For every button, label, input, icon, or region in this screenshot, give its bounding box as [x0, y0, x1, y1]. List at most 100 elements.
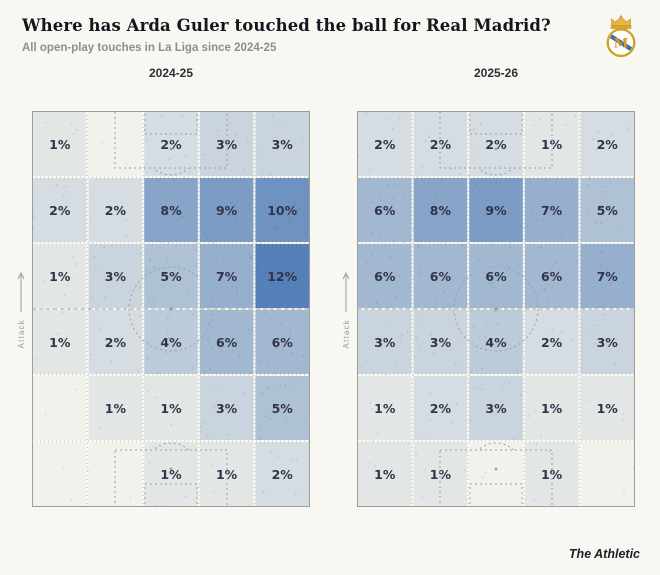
heatmap-cell: 3% — [198, 111, 255, 177]
heatmap-cell: 6% — [357, 177, 413, 243]
cell-value: 1% — [104, 400, 126, 416]
svg-text:M: M — [614, 36, 629, 51]
cell-value: 6% — [215, 334, 238, 350]
page-title: Where has Arda Guler touched the ball fo… — [22, 16, 551, 35]
heatmap-cell: 2% — [579, 111, 635, 177]
cell-value: 1% — [429, 466, 451, 482]
cell-value: 6% — [485, 268, 507, 284]
heatmap-cell: 3% — [468, 375, 524, 441]
cell-value: 2% — [160, 136, 182, 152]
heatmap-cell: 6% — [254, 309, 310, 375]
heatmap-cell: 6% — [523, 243, 580, 309]
heatmap-cell: 5% — [254, 375, 310, 441]
heatmap-cell: 3% — [198, 375, 255, 441]
cell-value: 3% — [485, 400, 507, 416]
cell-value: 2% — [49, 202, 71, 218]
cell-value: 1% — [374, 466, 396, 482]
heatmap-cell — [32, 375, 88, 441]
cell-value: 6% — [429, 268, 451, 284]
heatmap-cell: 7% — [579, 243, 635, 309]
cell-value: 7% — [540, 202, 563, 218]
cell-value: 2% — [429, 400, 451, 416]
heatmap-cell: 2% — [357, 111, 413, 177]
heatmap-cell: 3% — [579, 309, 635, 375]
athletic-logo: The Athletic — [568, 547, 640, 561]
attack-arrow-icon — [342, 271, 350, 312]
attack-arrow-icon — [17, 271, 25, 312]
heatmap-cell: 6% — [357, 243, 413, 309]
cell-value: 6% — [374, 202, 396, 218]
cell-value: 6% — [374, 268, 396, 284]
heatmap-cell: 2% — [412, 111, 469, 177]
heatmap-cell: 1% — [143, 441, 199, 507]
cell-value: 1% — [49, 334, 71, 350]
heatmap-cell: 1% — [579, 375, 635, 441]
cell-value: 7% — [215, 268, 238, 284]
heatmap-cell: 1% — [412, 441, 469, 507]
cell-value: 2% — [596, 136, 618, 152]
cell-value: 1% — [374, 400, 396, 416]
cell-value: 4% — [485, 334, 507, 350]
heatmap-cell: 1% — [32, 243, 88, 309]
heatmap-cell: 1% — [143, 375, 199, 441]
cell-value: 1% — [540, 400, 563, 416]
cell-value: 1% — [160, 400, 182, 416]
heatmap-cell: 8% — [143, 177, 199, 243]
cell-value: 5% — [596, 202, 618, 218]
heatmap-cell: 10% — [254, 177, 310, 243]
cell-value: 9% — [485, 202, 507, 218]
cell-value: 2% — [104, 202, 126, 218]
cell-value: 2% — [374, 136, 396, 152]
cell-value: 5% — [271, 400, 293, 416]
cell-value: 2% — [104, 334, 126, 350]
cell-value: 1% — [540, 466, 563, 482]
heatmap-cell: 5% — [143, 243, 199, 309]
heatmap-cell: 2% — [143, 111, 199, 177]
cell-value: 8% — [429, 202, 451, 218]
cell-value: 3% — [104, 268, 126, 284]
heatmap-cell: 2% — [87, 309, 144, 375]
heatmap-cell: 4% — [143, 309, 199, 375]
cell-value: 6% — [540, 268, 563, 284]
real-madrid-crest-icon: M — [602, 13, 640, 59]
heatmap-cell — [87, 111, 144, 177]
heatmap-cell: 6% — [412, 243, 469, 309]
cell-value: 4% — [160, 334, 182, 350]
cell-value: 1% — [215, 466, 238, 482]
heatmap-cell: 1% — [523, 375, 580, 441]
attack-axis: Attack — [10, 111, 32, 507]
cell-value: 8% — [160, 202, 182, 218]
season-label-2025-26: 2025-26 — [473, 66, 519, 80]
cell-value: 2% — [485, 136, 507, 152]
heatmap-cell: 2% — [32, 177, 88, 243]
cell-value: 3% — [374, 334, 396, 350]
heatmap-cell: 2% — [87, 177, 144, 243]
attack-axis-label: Attack — [16, 318, 26, 349]
cell-value: 6% — [271, 334, 293, 350]
heatmap-cell: 2% — [468, 111, 524, 177]
heatmap-cell: 9% — [198, 177, 255, 243]
heatmap-grid: 2% 2% 2% 1% 2% 6% 8% 9% 7% 5% 6% 6% 6% 6% 7% 3% 3% 4% 2% 3%… — [357, 111, 635, 507]
heatmap-cell: 1% — [357, 441, 413, 507]
heatmap-cell: 5% — [579, 177, 635, 243]
heatmap-cell: 3% — [87, 243, 144, 309]
heatmap-cell: 1% — [198, 441, 255, 507]
heatmap-cell: 1% — [523, 441, 580, 507]
heatmap-cell: 6% — [468, 243, 524, 309]
cell-value: 3% — [596, 334, 618, 350]
cell-value: 5% — [160, 268, 182, 284]
heatmap-cell: 1% — [357, 375, 413, 441]
attack-axis-label: Attack — [341, 318, 351, 349]
cell-value: 2% — [540, 334, 563, 350]
pitch-section-2024-25: 2024-25 Attack 1% 2% 3% 3% 2% 2% 8% 9% 10% 1% 3% 5%… — [10, 66, 310, 507]
heatmap-cell: 2% — [523, 309, 580, 375]
heatmap-cell: 4% — [468, 309, 524, 375]
heatmap-cell: 1% — [523, 111, 580, 177]
heatmap-cell: 3% — [412, 309, 469, 375]
cell-value: 1% — [596, 400, 618, 416]
heatmap-cell: 1% — [32, 309, 88, 375]
heatmap-cell: 3% — [357, 309, 413, 375]
cell-value: 3% — [429, 334, 451, 350]
cell-value: 2% — [429, 136, 451, 152]
